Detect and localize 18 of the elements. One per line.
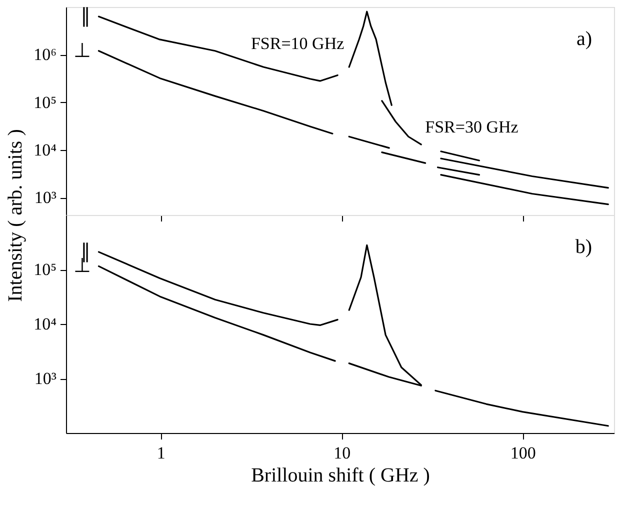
annotation: FSR=10 GHz bbox=[250, 34, 345, 54]
y-tick-label: 10⁴ bbox=[34, 140, 57, 160]
y-tick-label: 10⁶ bbox=[34, 45, 57, 64]
y-tick-label: 10⁴ bbox=[34, 314, 57, 334]
series-label: ∥ bbox=[80, 6, 91, 28]
y-tick-label: 10⁵ bbox=[34, 92, 57, 112]
y-tick-label: 10⁵ bbox=[34, 260, 57, 279]
annotation: b) bbox=[575, 236, 592, 258]
y-axis-title: Intensity ( arb. units ) bbox=[4, 129, 27, 302]
y-tick-label: 10³ bbox=[34, 188, 56, 208]
x-tick-label: 100 bbox=[510, 444, 536, 462]
x-axis-title: Brillouin shift ( GHz ) bbox=[251, 464, 430, 486]
series-label: ⊥ bbox=[74, 40, 91, 62]
y-tick-label: 10³ bbox=[34, 369, 56, 388]
annotation: a) bbox=[576, 28, 592, 50]
annotation: FSR=30 GHz bbox=[425, 117, 519, 136]
x-tick-label: 10 bbox=[334, 444, 351, 462]
x-tick-label: 1 bbox=[156, 444, 166, 462]
